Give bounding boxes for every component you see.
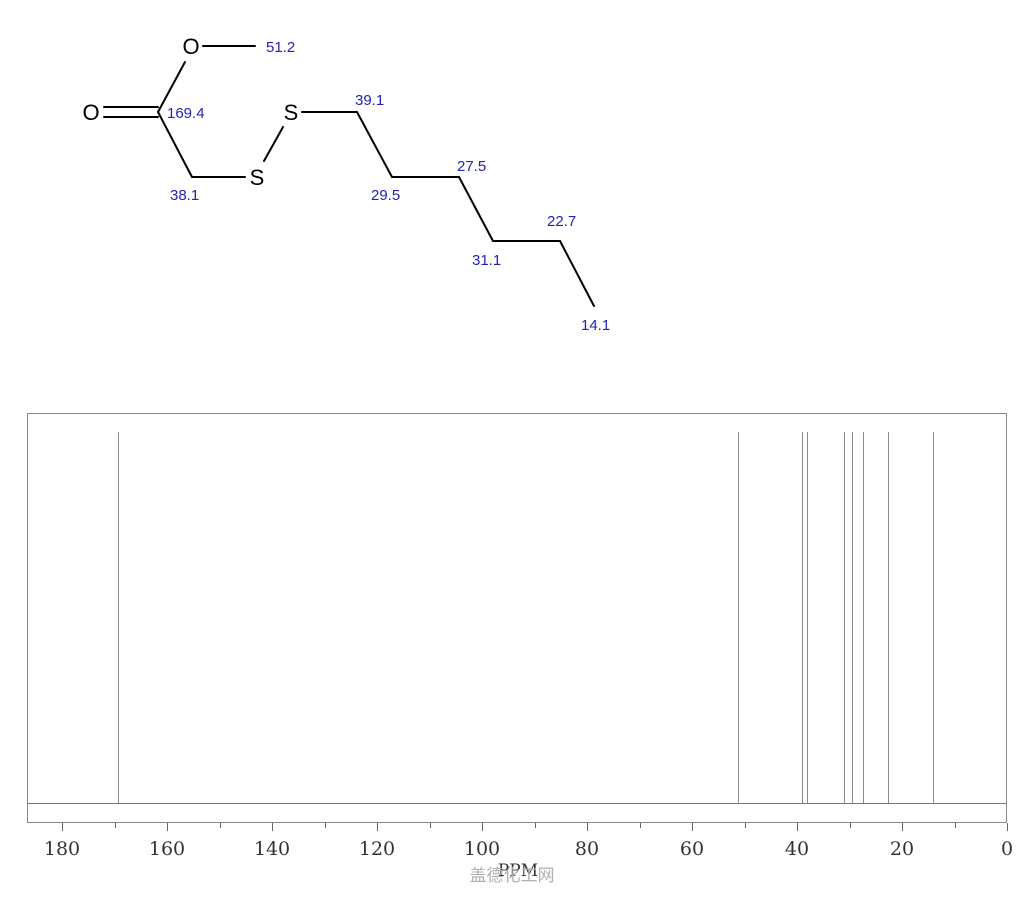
- x-tick-label: 60: [680, 838, 704, 860]
- x-tick-label: 80: [575, 838, 599, 860]
- shift-label-carbonyl: 169.4: [167, 105, 205, 122]
- atom-s-left: S: [250, 165, 265, 190]
- x-tick-label: 20: [890, 838, 914, 860]
- shift-label-chain-4: 31.1: [472, 252, 501, 269]
- shift-label-methoxy: 51.2: [266, 39, 295, 56]
- x-tick-label: 120: [359, 838, 395, 860]
- spectrum: 180 160 140 120 100 80 60 40 20 0 PPM: [27, 413, 1013, 881]
- plot-frame: [27, 413, 1007, 823]
- x-tick-label: 40: [785, 838, 809, 860]
- peak-lines: [118, 432, 934, 803]
- shift-label-chain-5: 22.7: [547, 213, 576, 230]
- x-tick-label: 140: [254, 838, 290, 860]
- atom-o-ester: O: [182, 34, 199, 59]
- atom-o-carbonyl: O: [82, 100, 99, 125]
- bond-carbonyl-ch2: [157, 111, 193, 178]
- bond-chain-5: [559, 240, 595, 307]
- shift-label-alpha-ch2: 38.1: [170, 187, 199, 204]
- x-tick-label: 0: [1001, 838, 1013, 860]
- shift-label-chain-3: 27.5: [457, 158, 486, 175]
- shift-label-chain-2: 29.5: [371, 187, 400, 204]
- shift-labels: 51.2 169.4 39.1 38.1 29.5 27.5 31.1 22.7…: [167, 39, 610, 334]
- bond-c-o-single: [157, 61, 186, 113]
- x-tick-label: 180: [44, 838, 80, 860]
- bonds: [103, 45, 595, 307]
- x-tick-label: 160: [149, 838, 185, 860]
- shift-label-methyl: 14.1: [581, 317, 610, 334]
- x-axis-title: PPM: [498, 861, 538, 881]
- x-tick-label: 100: [464, 838, 500, 860]
- atom-s-right: S: [284, 100, 299, 125]
- bond-chain-3: [458, 176, 494, 242]
- watermark: 盖德化工网: [470, 866, 555, 886]
- shift-label-s-ch2: 39.1: [355, 92, 384, 109]
- bond-s-s: [263, 126, 284, 162]
- x-axis-tick-labels: 180 160 140 120 100 80 60 40 20 0: [44, 838, 1013, 860]
- molecule-structure: O O S S 51.2 169.4 39.1 38.1 29.5 27.5 3…: [82, 34, 610, 334]
- bond-chain-1: [356, 111, 393, 178]
- x-axis-ticks: [62, 823, 1008, 831]
